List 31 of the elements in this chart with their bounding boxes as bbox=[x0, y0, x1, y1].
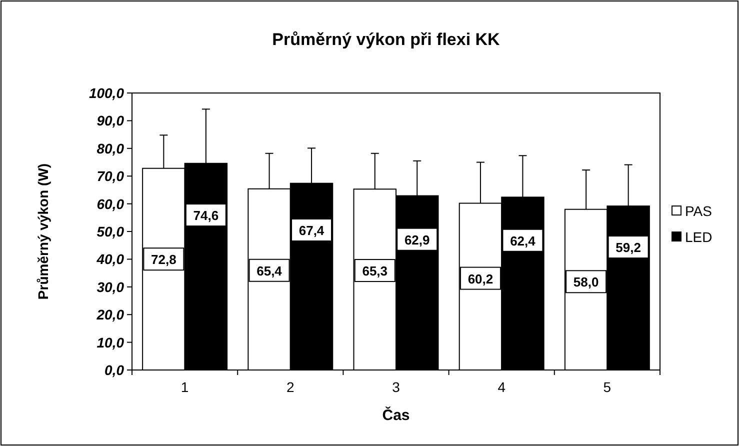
data-label: 67,4 bbox=[298, 222, 325, 238]
x-axis-title: Čas bbox=[382, 406, 410, 424]
data-label: 62,4 bbox=[510, 233, 536, 248]
y-tick-label: 50,0 bbox=[96, 224, 124, 240]
y-tick-label: 90,0 bbox=[96, 112, 124, 129]
y-tick-label: 60,0 bbox=[96, 196, 124, 212]
y-tick-label: 40,0 bbox=[96, 251, 124, 268]
y-tick-label: 70,0 bbox=[96, 168, 124, 184]
x-tick-label: 2 bbox=[286, 379, 294, 395]
data-label: 58,0 bbox=[573, 274, 599, 290]
data-label: 65,3 bbox=[362, 264, 388, 279]
y-tick-label: 20,0 bbox=[96, 306, 124, 323]
data-label: 59,2 bbox=[616, 240, 641, 256]
x-tick-label: 4 bbox=[498, 379, 506, 395]
y-tick-label: 30,0 bbox=[96, 278, 124, 295]
y-tick-label: 100,0 bbox=[88, 85, 124, 101]
data-label: 62,9 bbox=[404, 232, 430, 248]
x-tick-label: 3 bbox=[392, 379, 400, 395]
y-axis-title: Průměrný výkon (W) bbox=[35, 163, 51, 300]
y-tick-label: 80,0 bbox=[96, 140, 124, 156]
chart-title: Průměrný výkon při flexi KK bbox=[272, 30, 501, 49]
data-label: 60,2 bbox=[468, 271, 494, 286]
data-label: 74,6 bbox=[193, 208, 219, 224]
data-label: 72,8 bbox=[151, 252, 176, 268]
legend-label: LED bbox=[685, 229, 712, 245]
legend-label: PAS bbox=[685, 203, 712, 219]
x-tick-label: 5 bbox=[603, 379, 612, 395]
y-tick-label: 0,0 bbox=[104, 362, 124, 378]
y-tick-label: 10,0 bbox=[96, 334, 124, 350]
data-label: 65,4 bbox=[256, 263, 283, 278]
x-tick-label: 1 bbox=[180, 379, 189, 395]
